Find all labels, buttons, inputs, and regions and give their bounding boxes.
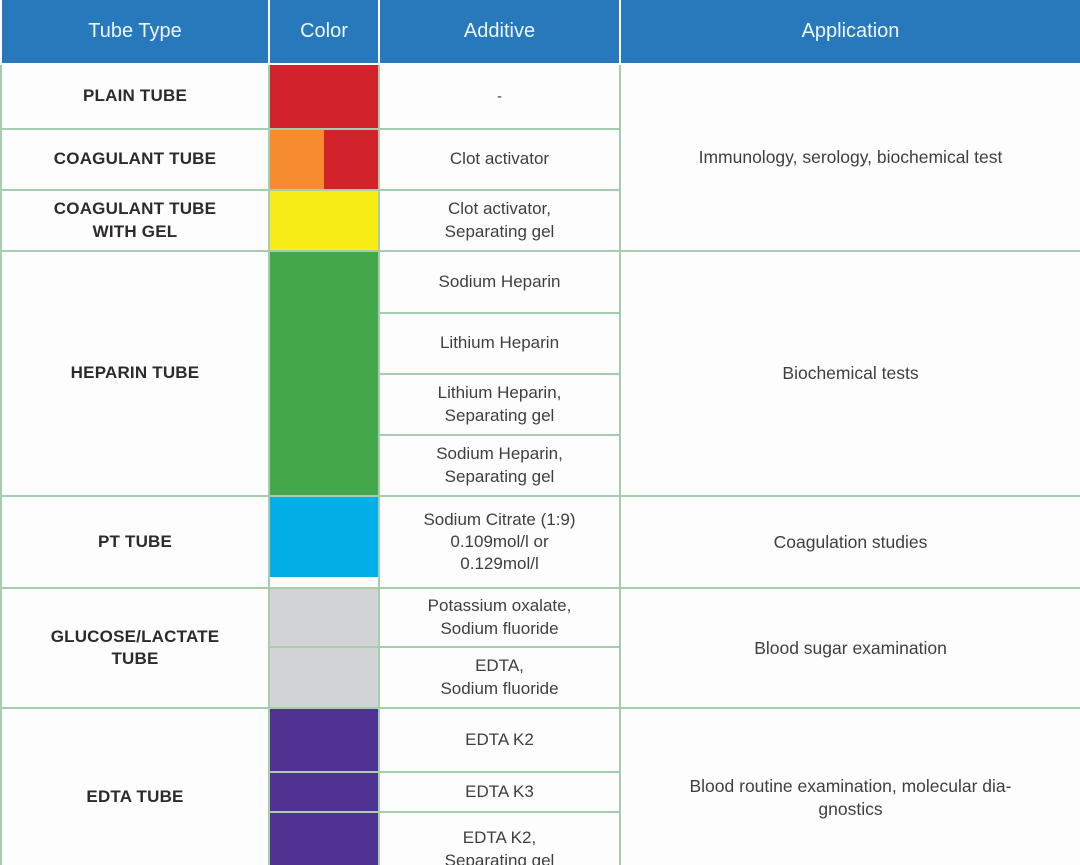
cell-tube-type-edta: EDTA TUBE bbox=[0, 707, 270, 865]
color-swatch-edta-2 bbox=[268, 811, 380, 865]
row-edta-k2: EDTA TUBE EDTA K2 Blood routine examinat… bbox=[0, 707, 1080, 865]
color-swatch-pt-cyan bbox=[270, 497, 378, 577]
cell-additive-edta-1: EDTA K3 bbox=[378, 771, 621, 813]
cell-additive-coagulant: Clot activator bbox=[378, 128, 621, 191]
color-swatch-coagulant-gel bbox=[268, 189, 380, 252]
cell-application-pt: Coagulation studies bbox=[619, 495, 1080, 589]
cell-additive-edta-0: EDTA K2 bbox=[378, 707, 621, 773]
cell-application-heparin: Biochemical tests bbox=[619, 250, 1080, 497]
column-header-application: Application bbox=[619, 0, 1080, 65]
cell-additive-edta-2: EDTA K2, Separating gel bbox=[378, 811, 621, 865]
row-edta-k3: EDTA K3 bbox=[1, 771, 1080, 813]
cell-application-edta: Blood routine examination, molecular dia… bbox=[619, 707, 1080, 865]
color-swatch-pt bbox=[268, 495, 380, 589]
color-swatch-edta-0 bbox=[268, 707, 380, 773]
row-heparin-lithium: Lithium Heparin bbox=[1, 312, 1080, 375]
row-heparin-lithium-gel: Lithium Heparin, Separating gel bbox=[1, 373, 1080, 436]
row-heparin-sodium: HEPARIN TUBE Sodium Heparin Biochemical … bbox=[0, 250, 1080, 497]
cell-additive-heparin-2: Lithium Heparin, Separating gel bbox=[378, 373, 621, 436]
cell-additive-glucose-1: EDTA, Sodium fluoride bbox=[378, 646, 621, 709]
cell-additive-coagulant-gel: Clot activator, Separating gel bbox=[378, 189, 621, 252]
row-plain-tube: PLAIN TUBE - Immunology, serology, bioch… bbox=[0, 63, 1080, 252]
cell-additive-glucose-0: Potassium oxalate, Sodium fluoride bbox=[378, 587, 621, 648]
color-swatch-plain bbox=[268, 63, 380, 130]
cell-tube-type-plain: PLAIN TUBE bbox=[0, 63, 270, 130]
cell-tube-type-coagulant: COAGULANT TUBE bbox=[0, 128, 270, 191]
header-row: Tube Type Color Additive Application bbox=[0, 0, 1080, 65]
row-glucose-oxalate: GLUCOSE/LACTATE TUBE Potassium oxalate, … bbox=[0, 587, 1080, 709]
column-header-color: Color bbox=[268, 0, 380, 65]
column-header-tube-type: Tube Type bbox=[0, 0, 270, 65]
row-heparin-sodium-gel: Sodium Heparin, Separating gel bbox=[1, 434, 1080, 497]
color-swatch-coagulant-red bbox=[324, 130, 378, 189]
color-swatch-edta-1 bbox=[268, 771, 380, 813]
color-swatch-glucose-0 bbox=[268, 587, 380, 648]
color-swatch-glucose-1 bbox=[268, 646, 380, 709]
color-swatch-coagulant bbox=[268, 128, 380, 191]
color-swatch-heparin bbox=[268, 250, 380, 497]
color-swatch-coagulant-orange bbox=[270, 130, 324, 189]
cell-additive-heparin-1: Lithium Heparin bbox=[378, 312, 621, 375]
column-header-additive: Additive bbox=[378, 0, 621, 65]
cell-application-serum-group: Immunology, serology, biochemical test bbox=[619, 63, 1080, 252]
cell-tube-type-pt: PT TUBE bbox=[0, 495, 270, 589]
cell-tube-type-heparin: HEPARIN TUBE bbox=[0, 250, 270, 497]
row-coagulant-tube: COAGULANT TUBE Clot activator bbox=[0, 128, 1080, 191]
cell-tube-type-coagulant-gel: COAGULANT TUBE WITH GEL bbox=[0, 189, 270, 252]
cell-additive-heparin-3: Sodium Heparin, Separating gel bbox=[378, 434, 621, 497]
cell-additive-plain: - bbox=[378, 63, 621, 130]
row-pt-tube: PT TUBE Sodium Citrate (1:9) 0.109mol/l … bbox=[0, 495, 1080, 589]
row-coagulant-gel-tube: COAGULANT TUBE WITH GEL Clot activator, … bbox=[0, 189, 1080, 252]
row-edta-k2-gel: EDTA K2, Separating gel bbox=[1, 811, 1080, 865]
cell-tube-type-glucose: GLUCOSE/LACTATE TUBE bbox=[0, 587, 270, 709]
cell-additive-heparin-0: Sodium Heparin bbox=[378, 250, 621, 314]
cell-additive-pt: Sodium Citrate (1:9) 0.109mol/l or 0.129… bbox=[378, 495, 621, 589]
row-glucose-edta: EDTA, Sodium fluoride bbox=[1, 646, 1080, 709]
cell-application-glucose: Blood sugar examination bbox=[619, 587, 1080, 709]
